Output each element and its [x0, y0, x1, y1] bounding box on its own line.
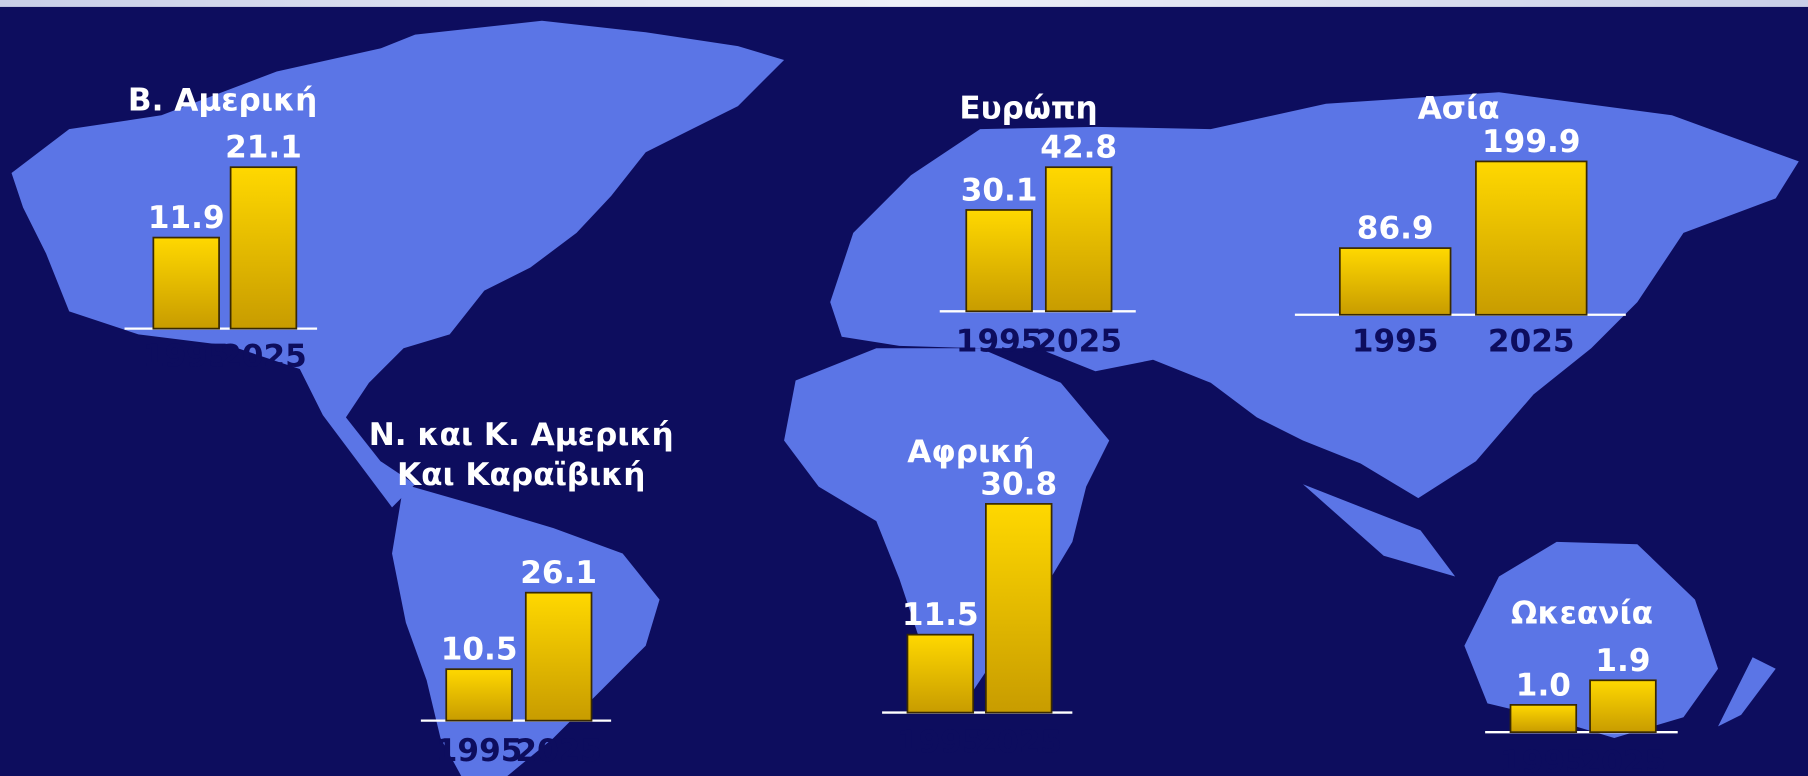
bar	[445, 668, 513, 722]
chart-title: Αφρική	[907, 434, 1034, 470]
data-label: 1.0	[1516, 667, 1571, 703]
north-america	[11, 20, 785, 508]
chart-title: Ευρώπη	[959, 91, 1097, 127]
chart-title: Και Καραϊβική	[397, 457, 645, 493]
x-tick-label: 1995	[436, 733, 523, 769]
data-label: 11.5	[902, 597, 979, 633]
x-tick-label: 1995	[143, 338, 230, 374]
chart-title: Β. Αμερική	[128, 82, 317, 118]
bar	[1509, 704, 1578, 734]
x-tick-label: 2025	[220, 338, 307, 374]
bar	[1589, 679, 1657, 734]
bar	[965, 209, 1033, 313]
bar	[1475, 160, 1588, 316]
bar	[906, 633, 975, 714]
data-label: 86.9	[1357, 211, 1434, 247]
data-label: 11.9	[148, 200, 225, 236]
bar	[524, 591, 593, 722]
data-label: 26.1	[520, 555, 597, 591]
data-label: 30.1	[961, 173, 1038, 209]
data-label: 1.9	[1595, 643, 1650, 679]
data-label: 30.8	[980, 466, 1057, 502]
data-label: 42.8	[1040, 130, 1117, 166]
chart-title: Ασία	[1418, 91, 1500, 127]
new-zealand	[1718, 657, 1776, 727]
chart-title: Ν. και Κ. Αμερική	[369, 417, 674, 453]
bar	[229, 166, 298, 330]
bar	[1338, 247, 1452, 316]
x-tick-label: 2025	[1488, 323, 1575, 359]
x-tick-label: 2025	[1580, 744, 1667, 776]
top-strip	[0, 0, 1808, 7]
chart-title: Ωκεανία	[1511, 596, 1653, 632]
x-tick-label: 1995	[1500, 744, 1587, 776]
data-label: 21.1	[225, 130, 302, 166]
x-tick-label: 2025	[1035, 323, 1122, 359]
x-tick-label: 1995	[1352, 323, 1439, 359]
bar	[1044, 166, 1113, 313]
x-tick-label: 2025	[515, 733, 602, 769]
islands	[1302, 484, 1456, 577]
data-label: 10.5	[441, 632, 518, 668]
x-tick-label: 2025	[975, 725, 1062, 761]
charts: Β. Αμερική 11.9 1995 21.1 2025 Ευρώπη 30.1 1995…	[124, 82, 1678, 776]
bar	[985, 503, 1053, 714]
data-label: 199.9	[1482, 124, 1580, 160]
x-tick-label: 1995	[897, 725, 984, 761]
bar	[152, 236, 220, 330]
x-tick-label: 1995	[956, 323, 1043, 359]
